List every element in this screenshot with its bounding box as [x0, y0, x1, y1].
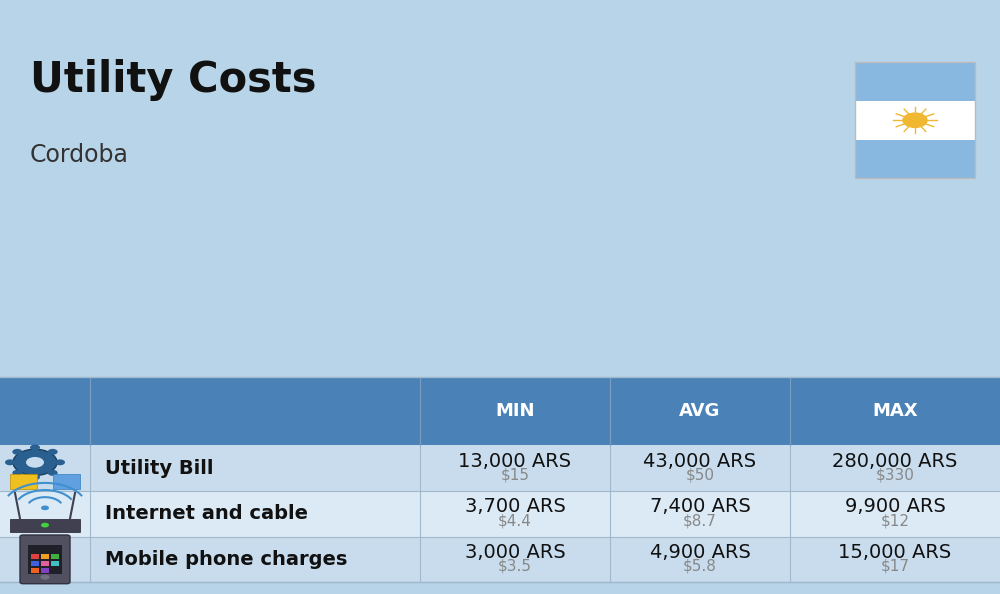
Circle shape — [41, 505, 49, 510]
Circle shape — [55, 459, 65, 465]
Text: $15: $15 — [501, 467, 530, 482]
Circle shape — [30, 444, 40, 450]
Bar — [855, 62, 975, 178]
Text: $5.8: $5.8 — [683, 559, 717, 574]
Text: $330: $330 — [876, 467, 914, 482]
Circle shape — [13, 449, 57, 475]
Circle shape — [12, 470, 22, 476]
Text: Utility Bill: Utility Bill — [105, 459, 214, 478]
Bar — [0, 377, 1000, 446]
Text: $50: $50 — [686, 467, 714, 482]
Circle shape — [903, 113, 927, 128]
Bar — [41, 568, 49, 573]
Text: 7,400 ARS: 7,400 ARS — [650, 498, 750, 516]
Text: 3,700 ARS: 3,700 ARS — [465, 498, 565, 516]
Text: $8.7: $8.7 — [683, 513, 717, 528]
Bar — [31, 568, 39, 573]
Text: MAX: MAX — [872, 402, 918, 421]
Circle shape — [41, 523, 49, 527]
Circle shape — [30, 474, 40, 480]
Bar — [51, 561, 59, 566]
Bar — [31, 554, 39, 559]
Text: 13,000 ARS: 13,000 ARS — [458, 452, 572, 471]
Circle shape — [40, 574, 50, 580]
Text: $3.5: $3.5 — [498, 559, 532, 574]
Bar — [10, 519, 80, 532]
Bar — [41, 561, 49, 566]
Text: $12: $12 — [881, 513, 910, 528]
Text: $17: $17 — [881, 559, 910, 574]
Bar — [10, 474, 37, 489]
FancyBboxPatch shape — [20, 535, 70, 584]
Bar — [41, 554, 49, 559]
Text: 15,000 ARS: 15,000 ARS — [838, 543, 952, 562]
Circle shape — [48, 470, 58, 476]
Bar — [855, 62, 975, 178]
Text: 9,900 ARS: 9,900 ARS — [845, 498, 945, 516]
Text: 280,000 ARS: 280,000 ARS — [832, 452, 958, 471]
Text: 3,000 ARS: 3,000 ARS — [465, 543, 565, 562]
Bar — [28, 545, 62, 574]
Bar — [0, 536, 1000, 582]
Text: Mobile phone charges: Mobile phone charges — [105, 550, 347, 569]
Bar — [0, 446, 1000, 491]
Bar — [0, 491, 1000, 536]
Bar — [855, 62, 975, 101]
Circle shape — [26, 457, 44, 467]
Text: MIN: MIN — [495, 402, 535, 421]
Circle shape — [48, 449, 58, 455]
Text: Utility Costs: Utility Costs — [30, 59, 316, 102]
Text: 43,000 ARS: 43,000 ARS — [643, 452, 757, 471]
Text: $4.4: $4.4 — [498, 513, 532, 528]
Text: Cordoba: Cordoba — [30, 143, 129, 166]
Bar — [51, 554, 59, 559]
Bar — [53, 474, 80, 489]
Text: 4,900 ARS: 4,900 ARS — [650, 543, 750, 562]
Circle shape — [5, 459, 15, 465]
Text: AVG: AVG — [679, 402, 721, 421]
Circle shape — [12, 449, 22, 455]
Text: Internet and cable: Internet and cable — [105, 504, 308, 523]
Bar — [31, 561, 39, 566]
Bar — [855, 140, 975, 178]
